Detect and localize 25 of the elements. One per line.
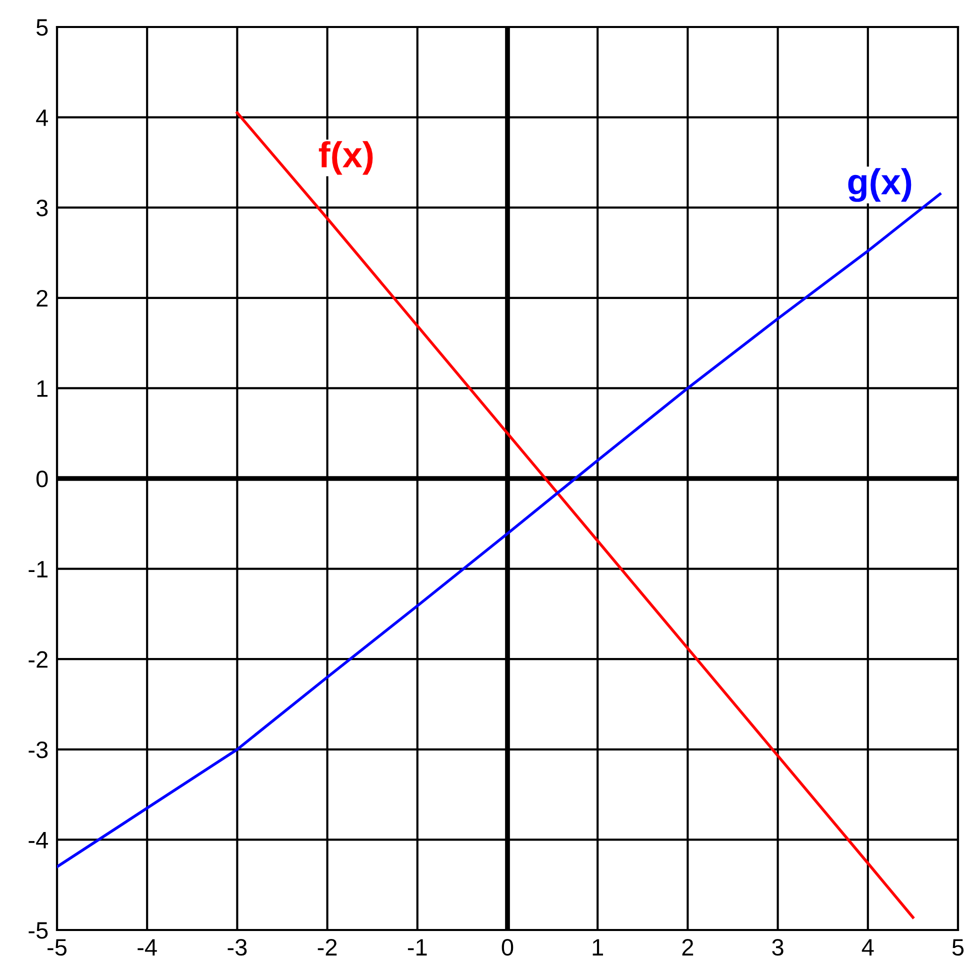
y-tick-label: 3 [36, 200, 48, 216]
x-tick-label: -3 [228, 938, 247, 956]
x-tick-label: 0 [502, 938, 514, 956]
y-tick-label: -3 [28, 741, 48, 758]
x-tick-label: -2 [318, 938, 337, 956]
y-tick-label: 4 [36, 110, 48, 126]
y-tick-label: -2 [28, 651, 48, 668]
line-series [236, 111, 914, 919]
x-tick-label: -4 [138, 939, 157, 956]
series-label: f(x) [318, 141, 373, 175]
x-tick-label: 3 [772, 938, 784, 956]
y-tick-label: 0 [36, 470, 48, 488]
x-tick-label: 1 [592, 939, 604, 956]
y-tick-label: -1 [28, 561, 48, 578]
y-tick-label: -4 [28, 832, 48, 848]
y-tick-label: 2 [36, 290, 48, 306]
x-tick-label: 4 [862, 939, 874, 956]
x-tick-label: 2 [682, 938, 694, 956]
x-tick-label: -1 [408, 939, 427, 956]
y-tick-label: 1 [37, 380, 48, 397]
y-tick-label: -5 [28, 922, 48, 939]
x-tick-label: -5 [48, 939, 67, 956]
series-label: g(x) [848, 168, 912, 202]
x-tick-label: 5 [952, 939, 964, 956]
y-tick-label: 5 [36, 19, 48, 36]
